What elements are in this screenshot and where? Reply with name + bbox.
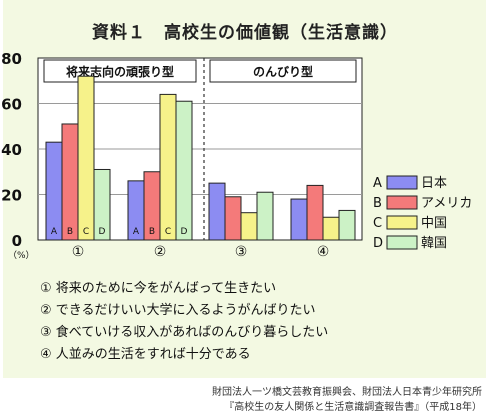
note-2: ② できるだけいい大学に入るようがんばりたい [40, 303, 316, 318]
bar-C [159, 93, 177, 241]
note-1: ① 将来のために今をがんばって生きたい [40, 281, 277, 296]
bar-A [208, 182, 226, 241]
bar-D [338, 209, 356, 241]
bar-letter-label: D [181, 227, 188, 237]
group-label-box [209, 59, 357, 83]
x-category-label: ④ [317, 244, 330, 260]
chart-title: 資料１ 高校生の価値観（生活意識） [92, 23, 398, 43]
bar-B [224, 196, 242, 241]
legend-swatch [386, 235, 418, 250]
legend-letter: B [373, 196, 382, 211]
bar-C [240, 212, 258, 241]
y-tick-label: 40 [1, 141, 22, 159]
legend-letter: D [373, 236, 383, 251]
legend-label: 中国 [421, 216, 447, 231]
bar-letter-label: A [133, 227, 140, 237]
bar-A [290, 198, 308, 241]
x-category-label: ③ [235, 244, 248, 260]
x-category-label: ② [154, 244, 167, 260]
x-category-label: ① [72, 244, 85, 260]
legend-letter: A [373, 176, 382, 191]
bar-letter-label: C [83, 227, 89, 237]
legend-letter: C [373, 216, 382, 231]
legend-swatch [386, 175, 418, 190]
bar-letter-label: D [99, 227, 106, 237]
y-tick-label: 20 [1, 187, 22, 205]
bar-letter-label: B [67, 227, 73, 237]
note-4: ④ 人並みの生活をすれば十分である [40, 347, 251, 362]
bar-letter-label: B [149, 227, 155, 237]
legend-swatch [386, 195, 418, 210]
legend-swatch [386, 215, 418, 230]
bar-B [61, 123, 79, 241]
y-tick-label: 80 [1, 50, 22, 68]
legend-label: 日本 [421, 176, 447, 191]
bar-letter-label: A [51, 227, 58, 237]
legend-label: アメリカ [421, 196, 472, 211]
group-label: のんびり型 [253, 64, 313, 79]
bar-D [256, 191, 274, 241]
y-tick-label: 0 [12, 232, 22, 250]
bar-A [45, 141, 63, 241]
y-axis-unit: （%） [8, 250, 35, 261]
bar-letter-label: C [165, 227, 171, 237]
bar-B [306, 184, 324, 241]
bar-D [175, 100, 193, 241]
source-line-2: 『高校生の友人関係と生活意識調査報告書』（平成18年） [224, 402, 482, 413]
bar-C [77, 75, 95, 241]
group-label: 将来志向の頑張り型 [66, 64, 174, 79]
footer: 財団法人一ツ橋文芸教育振興会、財団法人日本青少年研究所 『高校生の友人関係と生活… [0, 378, 490, 416]
y-tick-label: 60 [1, 96, 22, 114]
legend-label: 韓国 [421, 236, 447, 251]
bar-D [93, 168, 111, 241]
note-3: ③ 食べていける収入があればのんびり暮らしたい [40, 325, 329, 340]
source-line-1: 財団法人一ツ橋文芸教育振興会、財団法人日本青少年研究所 [212, 387, 482, 398]
bar-C [322, 216, 340, 241]
